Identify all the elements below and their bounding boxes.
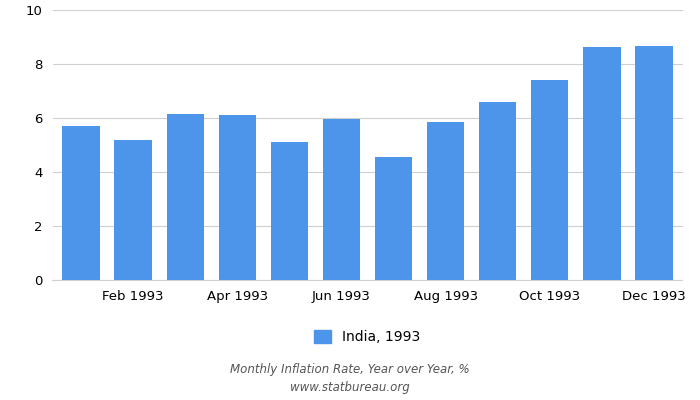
Bar: [635, 46, 673, 280]
Bar: [62, 126, 100, 280]
Bar: [583, 47, 620, 280]
Text: Monthly Inflation Rate, Year over Year, %: Monthly Inflation Rate, Year over Year, …: [230, 364, 470, 376]
Bar: [271, 142, 308, 280]
Bar: [115, 140, 152, 280]
Text: www.statbureau.org: www.statbureau.org: [290, 382, 410, 394]
Bar: [167, 114, 204, 280]
Bar: [218, 115, 256, 280]
Bar: [479, 102, 517, 280]
Bar: [374, 157, 412, 280]
Bar: [531, 80, 568, 280]
Bar: [323, 119, 360, 280]
Bar: [427, 122, 464, 280]
Legend: India, 1993: India, 1993: [314, 330, 421, 344]
